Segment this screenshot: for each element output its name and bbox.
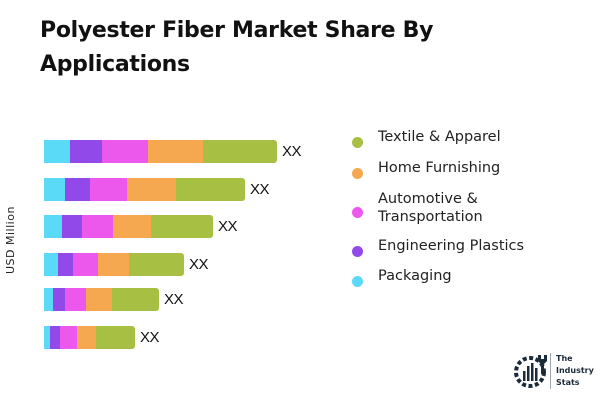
stacked-bar[interactable] [44, 326, 135, 349]
bar-segment[interactable] [151, 215, 213, 238]
bar-row: XX [44, 178, 270, 201]
bar-row: XX [44, 288, 184, 311]
bar-segment[interactable] [203, 140, 277, 163]
bar-value-label: XX [189, 256, 209, 273]
bar-segment[interactable] [44, 140, 70, 163]
logo-divider [550, 353, 551, 389]
bar-segment[interactable] [62, 215, 82, 238]
bar-segment[interactable] [53, 288, 65, 311]
bar-value-label: XX [140, 329, 160, 346]
bar-segment[interactable] [44, 215, 62, 238]
chart-title: Polyester Fiber Market Share By Applicat… [40, 18, 434, 77]
bar-segment[interactable] [129, 253, 184, 276]
bar-segment[interactable] [73, 253, 98, 276]
bar-segment[interactable] [86, 288, 112, 311]
bar-segment[interactable] [65, 288, 86, 311]
bar-segment[interactable] [176, 178, 245, 201]
legend-dot-icon [352, 207, 363, 218]
bar-segment[interactable] [60, 326, 77, 349]
bar-segment[interactable] [44, 253, 58, 276]
stacked-bar[interactable] [44, 140, 277, 163]
bar-value-label: XX [218, 218, 238, 235]
bar-segment[interactable] [44, 326, 50, 349]
bar-segment[interactable] [113, 215, 151, 238]
logo-line-3: Stats [556, 378, 580, 387]
bar-value-label: XX [282, 143, 302, 160]
logo-line-1: The [556, 354, 573, 363]
bar-segment[interactable] [102, 140, 148, 163]
bar-segment[interactable] [70, 140, 102, 163]
bar-value-label: XX [164, 291, 184, 308]
stacked-bar[interactable] [44, 288, 159, 311]
legend-label: Automotive & Transportation [378, 191, 483, 225]
stacked-bar[interactable] [44, 178, 245, 201]
legend-dot-icon [352, 246, 363, 257]
bar-segment[interactable] [65, 178, 90, 201]
bar-segment[interactable] [127, 178, 176, 201]
legend-dot-icon [352, 137, 363, 148]
logo-line-2: Industry [556, 366, 594, 375]
legend-label: Textile & Apparel [378, 129, 501, 145]
bar-row: XX [44, 326, 160, 349]
bar-segment[interactable] [50, 326, 60, 349]
logo-text: The Industry Stats [556, 353, 594, 389]
bar-segment[interactable] [77, 326, 96, 349]
gear-wrench-icon [514, 355, 547, 388]
bar-segment[interactable] [44, 178, 65, 201]
stacked-bar[interactable] [44, 215, 213, 238]
bar-segment[interactable] [112, 288, 159, 311]
bar-segment[interactable] [58, 253, 73, 276]
brand-logo: The Industry Stats [512, 350, 597, 392]
bar-row: XX [44, 140, 302, 163]
bar-row: XX [44, 253, 209, 276]
legend-dot-icon [352, 168, 363, 179]
y-axis-label: USD Million [4, 206, 17, 274]
bar-segment[interactable] [82, 215, 113, 238]
stacked-bar[interactable] [44, 253, 184, 276]
bar-segment[interactable] [96, 326, 135, 349]
legend-label: Engineering Plastics [378, 238, 525, 254]
bar-segment[interactable] [90, 178, 127, 201]
legend-label: Packaging [378, 268, 452, 284]
bar-segment[interactable] [44, 288, 53, 311]
bar-segment[interactable] [98, 253, 129, 276]
legend-label: Home Furnishing [378, 160, 501, 176]
legend-dot-icon [352, 276, 363, 287]
bar-value-label: XX [250, 181, 270, 198]
bar-row: XX [44, 215, 238, 238]
bar-segment[interactable] [148, 140, 203, 163]
